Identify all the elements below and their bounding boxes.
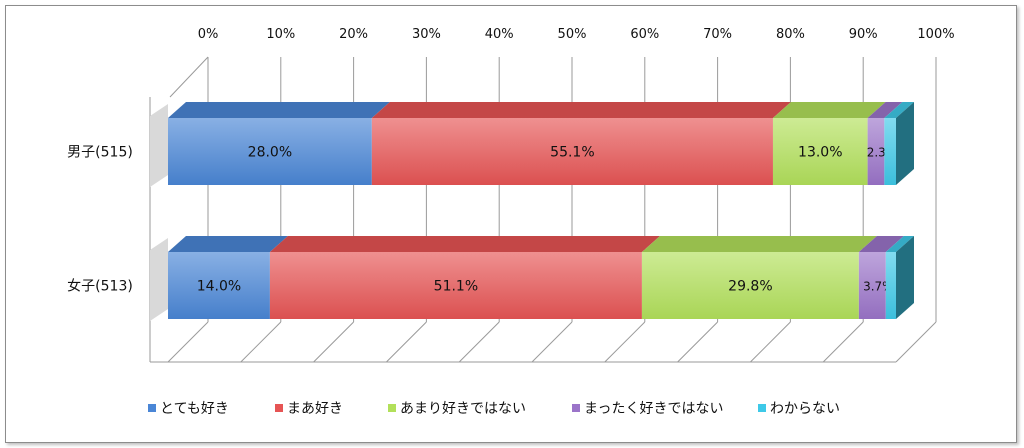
bar-segment: [168, 118, 372, 185]
gridline-floor: [386, 321, 427, 363]
x-tick-label: 10%: [266, 27, 295, 42]
bar-side-face: [896, 102, 914, 185]
x-tick-label: 100%: [917, 27, 954, 42]
gridline-floor: [313, 321, 354, 363]
legend-label: わからない: [770, 401, 840, 417]
bar-top-face: [371, 102, 791, 118]
data-label: 14.0%: [197, 279, 241, 295]
data-label: 29.8%: [728, 279, 772, 295]
gridline-floor: [750, 321, 791, 363]
bar-segment: [371, 118, 773, 185]
x-tick-label: 80%: [776, 27, 805, 42]
x-tick-label: 70%: [703, 27, 732, 42]
gridline-floor: [604, 321, 646, 363]
gridline-floor: [167, 321, 209, 363]
bar-segment: [641, 252, 859, 319]
bar-segment: [885, 252, 896, 319]
legend-swatch: [758, 404, 766, 412]
legend-swatch: [388, 404, 396, 412]
bar-segment: [867, 118, 885, 185]
bar-segment: [884, 118, 896, 185]
data-label: 55.1%: [550, 145, 594, 161]
category-label: 男子(515): [67, 145, 133, 161]
legend-swatch: [572, 404, 580, 412]
x-tick-label: 50%: [558, 27, 587, 42]
bar-top-face: [867, 102, 903, 118]
bar-top-face: [168, 236, 288, 252]
bar-top-face: [772, 102, 886, 118]
bar-top-face: [884, 102, 914, 118]
data-label: 51.1%: [434, 279, 478, 295]
axis-edge: [169, 56, 209, 98]
legend-swatch: [275, 404, 283, 412]
gridline-floor: [822, 321, 864, 363]
x-tick-label: 60%: [630, 27, 659, 42]
gridline-floor: [458, 321, 500, 363]
bar-top-face: [885, 236, 914, 252]
bar-segment: [772, 118, 868, 185]
legend-label: あまり好きではない: [400, 401, 526, 417]
x-tick-label: 0%: [198, 27, 219, 42]
legend-label: まったく好きではない: [584, 401, 723, 417]
gridline-floor: [895, 321, 937, 363]
legend-label: まあ好き: [287, 401, 343, 417]
x-tick-label: 90%: [849, 27, 878, 42]
bar-segment: [858, 252, 886, 319]
data-label: 28.0%: [248, 145, 292, 161]
bar-top-face: [269, 236, 660, 252]
bar-segment: [269, 252, 642, 319]
bar-top-face: [858, 236, 904, 252]
x-tick-label: 40%: [485, 27, 514, 42]
bar-top-face: [168, 102, 390, 118]
legend-swatch: [148, 404, 156, 412]
legend-label: とても好き: [160, 401, 229, 417]
x-tick-label: 20%: [339, 27, 368, 42]
bar-shadow: [150, 238, 168, 321]
category-label: 女子(513): [67, 278, 133, 295]
gridline-floor: [240, 321, 282, 363]
gridline-floor: [531, 321, 573, 363]
gridline-floor: [677, 321, 718, 363]
bar-segment: [168, 252, 270, 319]
bar-side-face: [896, 236, 914, 319]
bar-top-face: [641, 236, 877, 252]
x-tick-label: 30%: [412, 27, 441, 42]
bar-shadow: [150, 104, 168, 187]
data-label: 13.0%: [798, 145, 842, 161]
